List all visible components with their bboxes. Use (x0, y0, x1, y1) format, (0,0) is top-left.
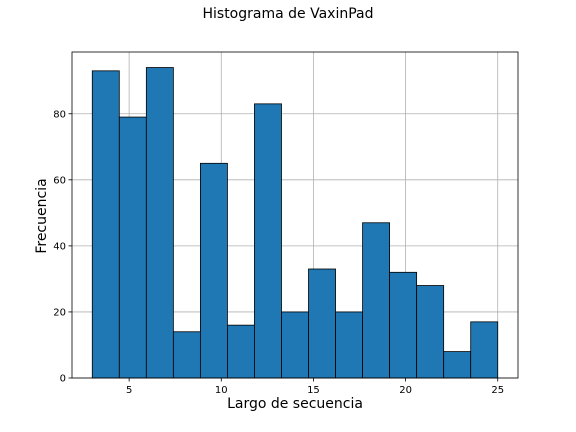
x-tick-label: 15 (307, 385, 320, 396)
y-tick-label: 60 (53, 175, 66, 186)
histogram-bar (199, 162, 228, 379)
y-axis-ticks: 0 20 40 60 80 (53, 109, 72, 385)
x-tick-label: 25 (491, 385, 504, 396)
axes-frame (71, 51, 519, 379)
y-tick-label: 80 (53, 109, 66, 120)
x-tick-label: 20 (399, 385, 412, 396)
x-axis-label: Largo de secuencia (227, 396, 363, 412)
histogram-bar (308, 268, 336, 379)
x-tick-label: 5 (126, 385, 132, 396)
x-axis-ticks: 5 10 15 20 25 (126, 378, 504, 396)
histogram-bar (362, 222, 391, 379)
histogram-bar (281, 311, 309, 379)
y-tick-label: 20 (53, 307, 66, 318)
histogram-bars (91, 67, 499, 379)
histogram-bar (172, 331, 201, 379)
y-tick-label: 0 (60, 374, 66, 385)
histogram-bar (91, 70, 120, 379)
histogram-bar (470, 321, 499, 379)
histogram-bar (118, 116, 147, 379)
histogram-bar (227, 324, 255, 379)
y-axis-label: Frecuencia (34, 178, 50, 254)
histogram-bar (443, 351, 472, 379)
chart-title: Histograma de VaxinPad (202, 6, 374, 22)
histogram-bar (389, 271, 418, 379)
histogram-bar (335, 311, 363, 379)
x-tick-label: 10 (215, 385, 228, 396)
histogram-bar (145, 67, 174, 379)
histogram-bar (254, 103, 282, 379)
y-tick-label: 40 (53, 241, 66, 252)
histogram-bar (416, 285, 445, 379)
